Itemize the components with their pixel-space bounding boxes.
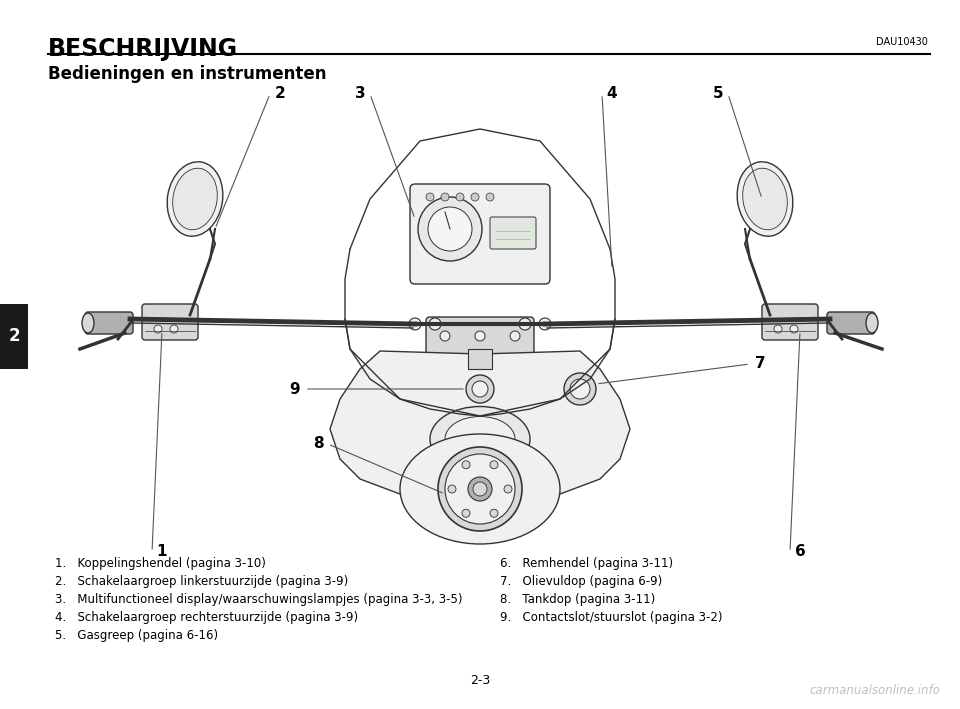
Circle shape xyxy=(790,325,798,333)
Circle shape xyxy=(426,193,434,201)
FancyBboxPatch shape xyxy=(490,217,536,249)
Text: 2: 2 xyxy=(275,86,285,101)
Text: 7: 7 xyxy=(755,357,765,372)
Text: 6: 6 xyxy=(795,545,805,559)
Text: DAU10430: DAU10430 xyxy=(876,37,928,47)
Ellipse shape xyxy=(737,162,793,236)
Circle shape xyxy=(428,207,472,251)
Circle shape xyxy=(441,193,449,201)
Text: 1.   Koppelingshendel (pagina 3-10): 1. Koppelingshendel (pagina 3-10) xyxy=(55,557,266,570)
Circle shape xyxy=(475,331,485,341)
Ellipse shape xyxy=(445,416,515,462)
Text: 9.   Contactslot/stuurslot (pagina 3-2): 9. Contactslot/stuurslot (pagina 3-2) xyxy=(500,611,723,624)
Text: 7.   Olievuldop (pagina 6-9): 7. Olievuldop (pagina 6-9) xyxy=(500,575,662,588)
FancyBboxPatch shape xyxy=(142,304,198,340)
Circle shape xyxy=(471,193,479,201)
Circle shape xyxy=(462,461,470,469)
Circle shape xyxy=(490,509,498,518)
Ellipse shape xyxy=(167,162,223,236)
Circle shape xyxy=(456,193,464,201)
Ellipse shape xyxy=(743,168,787,230)
Circle shape xyxy=(409,318,421,330)
PathPatch shape xyxy=(330,351,630,501)
FancyBboxPatch shape xyxy=(827,312,875,334)
Text: 2-3: 2-3 xyxy=(469,674,491,688)
Ellipse shape xyxy=(400,434,560,544)
FancyBboxPatch shape xyxy=(410,184,550,284)
Circle shape xyxy=(418,197,482,261)
Text: 3: 3 xyxy=(354,86,366,101)
Circle shape xyxy=(154,325,162,333)
Text: 8: 8 xyxy=(313,437,324,452)
Circle shape xyxy=(440,331,450,341)
FancyBboxPatch shape xyxy=(426,317,534,355)
Circle shape xyxy=(774,325,782,333)
Ellipse shape xyxy=(173,168,217,230)
Text: 4.   Schakelaargroep rechterstuurzijde (pagina 3-9): 4. Schakelaargroep rechterstuurzijde (pa… xyxy=(55,611,358,624)
Circle shape xyxy=(504,485,512,493)
Text: 9: 9 xyxy=(290,381,300,396)
Circle shape xyxy=(445,454,515,524)
Circle shape xyxy=(438,447,522,531)
Bar xyxy=(0,304,28,369)
Circle shape xyxy=(570,379,590,399)
Text: 4: 4 xyxy=(607,86,617,101)
Text: 5: 5 xyxy=(712,86,723,101)
Ellipse shape xyxy=(430,406,530,471)
Text: Bedieningen en instrumenten: Bedieningen en instrumenten xyxy=(48,65,326,83)
Text: 2: 2 xyxy=(9,327,20,345)
Text: BESCHRIJVING: BESCHRIJVING xyxy=(48,37,238,61)
FancyBboxPatch shape xyxy=(762,304,818,340)
Circle shape xyxy=(486,193,494,201)
Circle shape xyxy=(466,375,494,403)
Ellipse shape xyxy=(866,313,878,333)
Circle shape xyxy=(564,373,596,405)
Circle shape xyxy=(472,381,488,397)
Text: 8.   Tankdop (pagina 3-11): 8. Tankdop (pagina 3-11) xyxy=(500,593,656,606)
Text: 1: 1 xyxy=(156,545,167,559)
Circle shape xyxy=(510,331,520,341)
Bar xyxy=(468,349,492,369)
Text: 5.   Gasgreep (pagina 6-16): 5. Gasgreep (pagina 6-16) xyxy=(55,629,218,642)
Circle shape xyxy=(448,485,456,493)
Circle shape xyxy=(473,482,487,496)
Circle shape xyxy=(519,318,531,330)
Text: carmanualsonline.info: carmanualsonline.info xyxy=(809,684,940,697)
Circle shape xyxy=(462,509,470,518)
Circle shape xyxy=(429,318,441,330)
Text: 6.   Remhendel (pagina 3-11): 6. Remhendel (pagina 3-11) xyxy=(500,557,673,570)
Circle shape xyxy=(539,318,551,330)
Circle shape xyxy=(468,477,492,501)
Circle shape xyxy=(490,461,498,469)
Circle shape xyxy=(170,325,178,333)
Ellipse shape xyxy=(82,313,94,333)
FancyBboxPatch shape xyxy=(85,312,133,334)
Text: 2.   Schakelaargroep linkerstuurzijde (pagina 3-9): 2. Schakelaargroep linkerstuurzijde (pag… xyxy=(55,575,348,588)
Text: 3.   Multifunctioneel display/waarschuwingslampjes (pagina 3-3, 3-5): 3. Multifunctioneel display/waarschuwing… xyxy=(55,593,463,606)
